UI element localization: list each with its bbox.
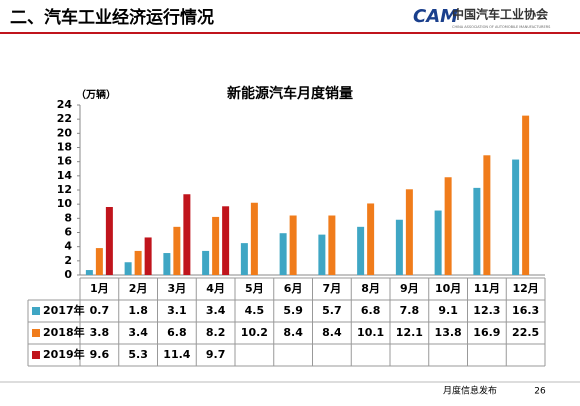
table-value: 12.3 [473,304,500,317]
logo-mark: CAM [413,6,458,27]
x-tick-label: 6月 [284,282,303,295]
x-tick-label: 9月 [400,282,419,295]
table-value: 3.4 [128,326,148,339]
y-tick-label: 14 [57,169,73,182]
x-tick-label: 4月 [206,282,225,295]
x-tick-label: 3月 [168,282,187,295]
table-value: 16.9 [473,326,500,339]
table-value: 9.6 [90,348,110,361]
y-tick-label: 22 [57,112,72,125]
x-tick-label: 1月 [90,282,109,295]
table-value: 22.5 [512,326,539,339]
table-value: 10.2 [241,326,268,339]
x-tick-label: 11月 [474,282,500,295]
bar [240,243,248,275]
bar [473,187,481,275]
legend-swatch [32,351,40,359]
table-value: 1.8 [128,304,148,317]
logo-subtext: CHINA ASSOCIATION OF AUTOMOBILE MANUFACT… [452,25,551,29]
bar [395,219,403,275]
bar [95,248,103,275]
bar [289,215,297,275]
bar [124,262,132,275]
table-value: 0.7 [90,304,110,317]
y-unit-label: （万辆） [76,88,116,101]
table-value: 4.5 [245,304,265,317]
y-tick-label: 18 [57,141,72,154]
y-tick-label: 16 [57,155,73,168]
x-tick-label: 2月 [129,282,148,295]
bar [144,237,152,275]
legend-label: 2018年 [43,325,85,339]
table-value: 8.2 [206,326,226,339]
footer-text: 月度信息发布 [443,385,497,397]
x-tick-label: 10月 [435,282,461,295]
table-value: 9.7 [206,348,226,361]
legend-swatch [32,329,40,337]
slide-title: 二、汽车工业经济运行情况 [10,7,214,28]
table-value: 3.4 [206,304,226,317]
bar [222,206,230,275]
table-value: 5.3 [128,348,148,361]
x-tick-label: 12月 [512,282,538,295]
y-tick-label: 20 [57,126,73,139]
bar [444,177,452,275]
bar [134,250,142,275]
bar [483,155,491,275]
chart-title: 新能源汽车月度销量 [227,85,353,102]
bar [183,194,191,275]
y-tick-label: 24 [57,98,73,111]
bar [163,253,171,275]
x-tick-label: 8月 [361,282,380,295]
y-tick-label: 6 [64,226,72,239]
bar [279,233,287,275]
bar [512,159,520,275]
bar [202,250,210,275]
table-value: 8.4 [283,326,303,339]
table-value: 5.7 [322,304,342,317]
table-value: 13.8 [435,326,462,339]
page-number: 26 [534,387,546,397]
table-value: 9.1 [438,304,458,317]
table-value: 8.4 [322,326,342,339]
bar [173,226,181,275]
y-tick-label: 12 [57,183,72,196]
table-value: 16.3 [512,304,539,317]
bar [212,216,220,275]
bar [328,215,336,275]
logo-text: 中国汽车工业协会 [452,7,549,22]
table-value: 6.8 [167,326,187,339]
x-tick-label: 5月 [245,282,264,295]
table-value: 11.4 [163,348,190,361]
table-value: 6.8 [361,304,381,317]
bar [522,115,530,275]
y-tick-label: 0 [64,268,72,281]
bar [105,207,113,275]
x-tick-label: 7月 [323,282,342,295]
y-tick-label: 10 [57,197,73,210]
bar [434,210,442,275]
table-value: 7.8 [400,304,420,317]
legend-label: 2017年 [43,303,85,317]
bar [85,270,93,275]
legend-label: 2019年 [43,347,85,361]
table-value: 10.1 [357,326,384,339]
bar [367,203,375,275]
table-value: 5.9 [283,304,303,317]
y-tick-label: 4 [64,240,72,253]
bar [250,202,258,275]
table-value: 12.1 [396,326,423,339]
table-value: 3.8 [90,326,110,339]
y-tick-label: 8 [64,211,72,224]
bar [318,234,326,275]
bar [405,189,413,275]
table-value: 3.1 [167,304,187,317]
y-tick-label: 2 [64,254,72,267]
bar [357,226,365,275]
legend-swatch [32,307,40,315]
